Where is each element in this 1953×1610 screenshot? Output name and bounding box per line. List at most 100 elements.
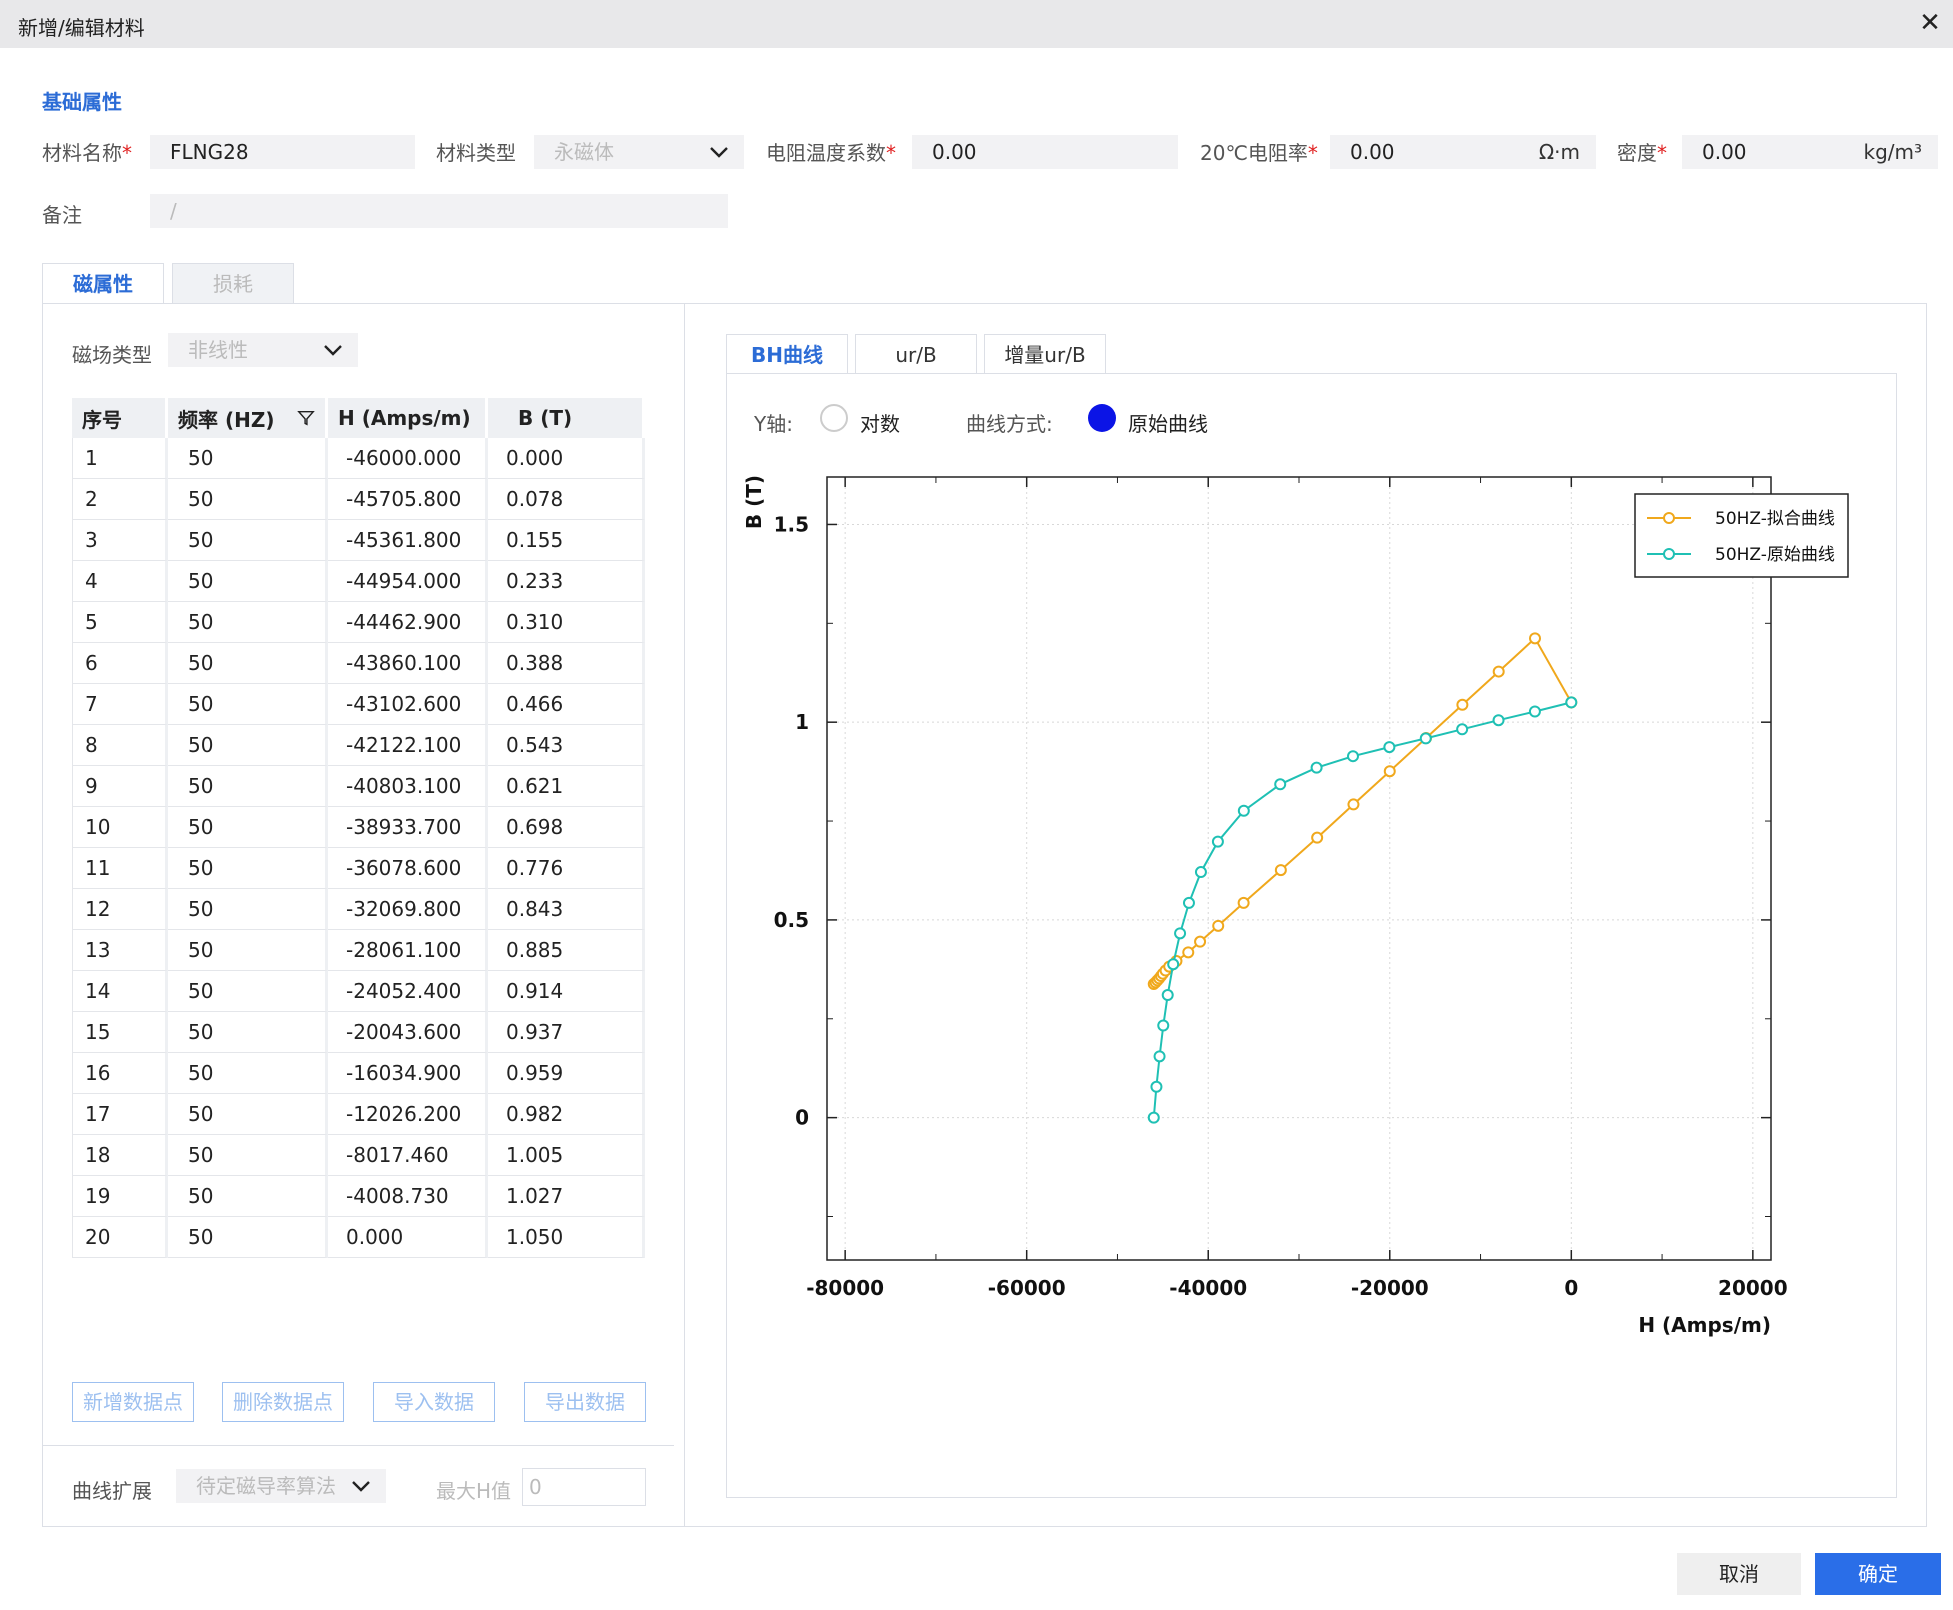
cell-b[interactable]: 0.543 bbox=[488, 725, 645, 766]
cell-b[interactable]: 0.310 bbox=[488, 602, 645, 643]
cell-frequency[interactable]: 50 bbox=[168, 1217, 328, 1258]
cell-h[interactable]: -43102.600 bbox=[328, 684, 488, 725]
export-data-button[interactable]: 导出数据 bbox=[524, 1382, 646, 1422]
tab-incremental-ur-b[interactable]: 增量ur/B bbox=[984, 334, 1106, 374]
table-row[interactable]: 16 50 -16034.900 0.959 bbox=[72, 1053, 645, 1094]
table-row[interactable]: 4 50 -44954.000 0.233 bbox=[72, 561, 645, 602]
tab-bh-curve[interactable]: BH曲线 bbox=[726, 334, 848, 374]
cell-b[interactable]: 0.914 bbox=[488, 971, 645, 1012]
cell-h[interactable]: -28061.100 bbox=[328, 930, 488, 971]
cell-index[interactable]: 19 bbox=[72, 1176, 168, 1217]
field-type-select[interactable]: 非线性 bbox=[168, 333, 358, 367]
cell-index[interactable]: 18 bbox=[72, 1135, 168, 1176]
cell-h[interactable]: 0.000 bbox=[328, 1217, 488, 1258]
cell-index[interactable]: 5 bbox=[72, 602, 168, 643]
cell-frequency[interactable]: 50 bbox=[168, 1135, 328, 1176]
table-row[interactable]: 20 50 0.000 1.050 bbox=[72, 1217, 645, 1258]
cell-b[interactable]: 0.388 bbox=[488, 643, 645, 684]
density-field[interactable]: 0.00 kg/m³ bbox=[1682, 135, 1938, 169]
cell-frequency[interactable]: 50 bbox=[168, 930, 328, 971]
table-row[interactable]: 2 50 -45705.800 0.078 bbox=[72, 479, 645, 520]
col-header-frequency[interactable]: 频率 (HZ) bbox=[168, 398, 328, 438]
cancel-button[interactable]: 取消 bbox=[1677, 1553, 1801, 1595]
cell-b[interactable]: 0.621 bbox=[488, 766, 645, 807]
cell-index[interactable]: 14 bbox=[72, 971, 168, 1012]
cell-h[interactable]: -32069.800 bbox=[328, 889, 488, 930]
cell-b[interactable]: 1.005 bbox=[488, 1135, 645, 1176]
cell-frequency[interactable]: 50 bbox=[168, 1053, 328, 1094]
cell-b[interactable]: 0.982 bbox=[488, 1094, 645, 1135]
cell-frequency[interactable]: 50 bbox=[168, 643, 328, 684]
cell-index[interactable]: 12 bbox=[72, 889, 168, 930]
table-row[interactable]: 11 50 -36078.600 0.776 bbox=[72, 848, 645, 889]
tab-magnetic[interactable]: 磁属性 bbox=[42, 263, 164, 303]
table-row[interactable]: 6 50 -43860.100 0.388 bbox=[72, 643, 645, 684]
cell-frequency[interactable]: 50 bbox=[168, 1176, 328, 1217]
cell-h[interactable]: -16034.900 bbox=[328, 1053, 488, 1094]
cell-index[interactable]: 17 bbox=[72, 1094, 168, 1135]
filter-icon[interactable] bbox=[297, 409, 315, 427]
cell-frequency[interactable]: 50 bbox=[168, 1094, 328, 1135]
cell-b[interactable]: 0.776 bbox=[488, 848, 645, 889]
cell-b[interactable]: 0.843 bbox=[488, 889, 645, 930]
table-row[interactable]: 19 50 -4008.730 1.027 bbox=[72, 1176, 645, 1217]
cell-h[interactable]: -8017.460 bbox=[328, 1135, 488, 1176]
max-h-input[interactable]: 0 bbox=[522, 1468, 646, 1506]
cell-index[interactable]: 9 bbox=[72, 766, 168, 807]
cell-h[interactable]: -42122.100 bbox=[328, 725, 488, 766]
table-row[interactable]: 1 50 -46000.000 0.000 bbox=[72, 438, 645, 479]
table-row[interactable]: 10 50 -38933.700 0.698 bbox=[72, 807, 645, 848]
cell-h[interactable]: -4008.730 bbox=[328, 1176, 488, 1217]
table-row[interactable]: 9 50 -40803.100 0.621 bbox=[72, 766, 645, 807]
cell-b[interactable]: 1.027 bbox=[488, 1176, 645, 1217]
cell-b[interactable]: 0.937 bbox=[488, 1012, 645, 1053]
table-row[interactable]: 8 50 -42122.100 0.543 bbox=[72, 725, 645, 766]
cell-frequency[interactable]: 50 bbox=[168, 602, 328, 643]
cell-index[interactable]: 11 bbox=[72, 848, 168, 889]
cell-b[interactable]: 0.698 bbox=[488, 807, 645, 848]
cell-index[interactable]: 3 bbox=[72, 520, 168, 561]
table-row[interactable]: 7 50 -43102.600 0.466 bbox=[72, 684, 645, 725]
cell-frequency[interactable]: 50 bbox=[168, 479, 328, 520]
cell-frequency[interactable]: 50 bbox=[168, 520, 328, 561]
cell-index[interactable]: 6 bbox=[72, 643, 168, 684]
cell-h[interactable]: -44462.900 bbox=[328, 602, 488, 643]
cell-frequency[interactable]: 50 bbox=[168, 971, 328, 1012]
cell-index[interactable]: 15 bbox=[72, 1012, 168, 1053]
cell-index[interactable]: 7 bbox=[72, 684, 168, 725]
cell-h[interactable]: -38933.700 bbox=[328, 807, 488, 848]
cell-index[interactable]: 20 bbox=[72, 1217, 168, 1258]
cell-b[interactable]: 1.050 bbox=[488, 1217, 645, 1258]
cell-index[interactable]: 16 bbox=[72, 1053, 168, 1094]
cell-b[interactable]: 0.466 bbox=[488, 684, 645, 725]
cell-h[interactable]: -44954.000 bbox=[328, 561, 488, 602]
table-row[interactable]: 17 50 -12026.200 0.982 bbox=[72, 1094, 645, 1135]
import-data-button[interactable]: 导入数据 bbox=[373, 1382, 495, 1422]
confirm-button[interactable]: 确定 bbox=[1815, 1553, 1941, 1595]
cell-h[interactable]: -36078.600 bbox=[328, 848, 488, 889]
cell-h[interactable]: -40803.100 bbox=[328, 766, 488, 807]
add-data-point-button[interactable]: 新增数据点 bbox=[72, 1382, 194, 1422]
cell-h[interactable]: -12026.200 bbox=[328, 1094, 488, 1135]
cell-b[interactable]: 0.959 bbox=[488, 1053, 645, 1094]
cell-index[interactable]: 13 bbox=[72, 930, 168, 971]
cell-index[interactable]: 1 bbox=[72, 438, 168, 479]
tab-ur-b[interactable]: ur/B bbox=[855, 334, 977, 374]
table-row[interactable]: 3 50 -45361.800 0.155 bbox=[72, 520, 645, 561]
close-icon[interactable]: ✕ bbox=[1919, 8, 1941, 38]
table-row[interactable]: 12 50 -32069.800 0.843 bbox=[72, 889, 645, 930]
cell-index[interactable]: 4 bbox=[72, 561, 168, 602]
material-name-field[interactable]: FLNG28 bbox=[150, 135, 415, 169]
remark-field[interactable]: / bbox=[150, 194, 728, 228]
curve-ext-select[interactable]: 待定磁导率算法 bbox=[176, 1469, 386, 1503]
cell-h[interactable]: -46000.000 bbox=[328, 438, 488, 479]
tab-loss[interactable]: 损耗 bbox=[172, 263, 294, 303]
cell-frequency[interactable]: 50 bbox=[168, 766, 328, 807]
cell-h[interactable]: -45705.800 bbox=[328, 479, 488, 520]
cell-index[interactable]: 8 bbox=[72, 725, 168, 766]
cell-h[interactable]: -24052.400 bbox=[328, 971, 488, 1012]
cell-frequency[interactable]: 50 bbox=[168, 1012, 328, 1053]
original-curve-radio[interactable] bbox=[1088, 404, 1116, 432]
cell-b[interactable]: 0.233 bbox=[488, 561, 645, 602]
cell-frequency[interactable]: 50 bbox=[168, 725, 328, 766]
